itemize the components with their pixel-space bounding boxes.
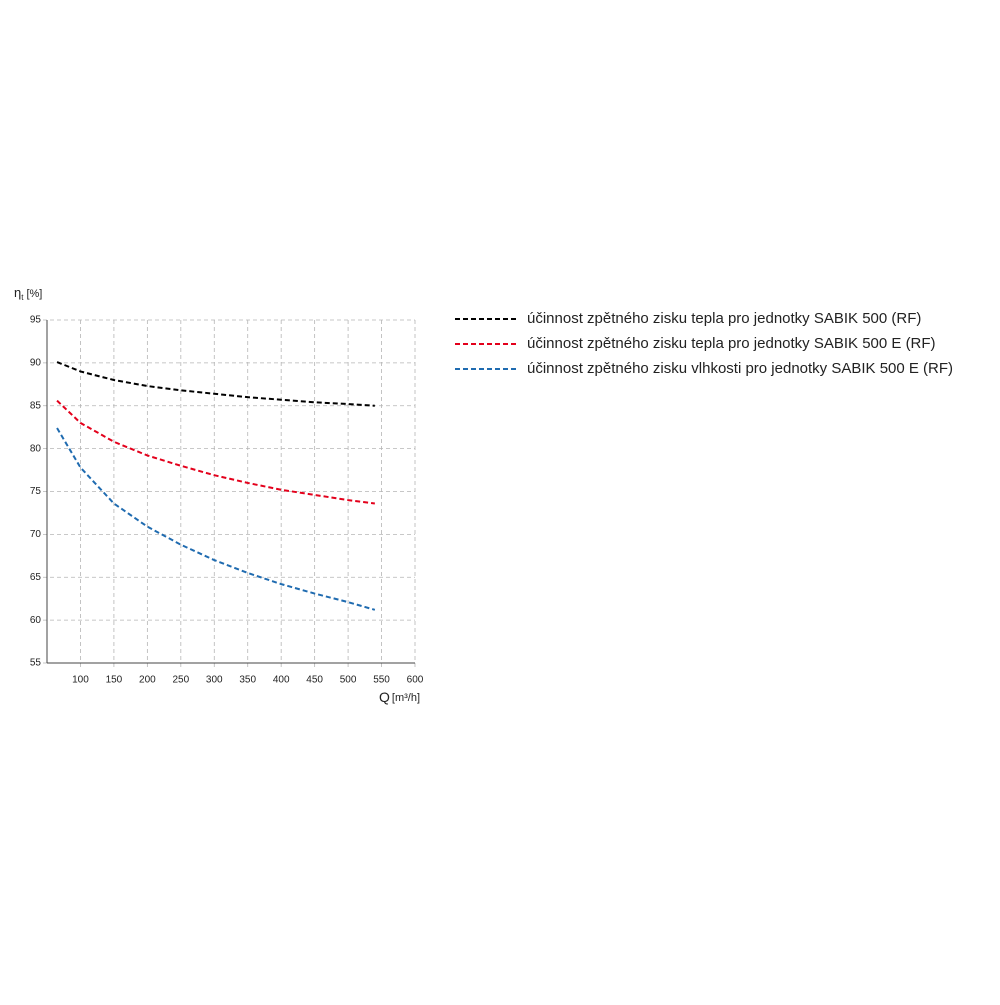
y-tick-label: 70 [30, 529, 42, 540]
x-tick-label: 300 [206, 675, 223, 686]
legend-label: účinnost zpětného zisku tepla pro jednot… [527, 310, 921, 327]
legend-label: účinnost zpětného zisku tepla pro jednot… [527, 335, 936, 352]
y-tick-label: 75 [30, 486, 42, 497]
data-line [56, 399, 375, 505]
x-label-unit: [m³/h] [392, 692, 420, 704]
x-tick-label: 400 [273, 675, 290, 686]
y-label-subscript: t [21, 293, 24, 302]
x-tick-label: 250 [172, 675, 189, 686]
legend-label: účinnost zpětného zisku vlhkosti pro jed… [527, 360, 953, 377]
y-tick-label: 95 [30, 315, 42, 326]
x-tick-label: 150 [106, 675, 123, 686]
x-tick-label: 350 [239, 675, 256, 686]
x-tick-label: 500 [340, 675, 357, 686]
x-axis-label: Q [m³/h] [379, 689, 420, 705]
y-tick-label: 80 [30, 443, 42, 454]
data-line [56, 427, 376, 611]
x-tick-label: 100 [72, 675, 89, 686]
y-tick-label: 90 [30, 358, 42, 369]
y-label-symbol: η [14, 285, 21, 300]
data-line [56, 361, 375, 407]
y-tick-label: 85 [30, 400, 42, 411]
x-tick-label: 200 [139, 675, 156, 686]
x-tick-label: 550 [373, 675, 390, 686]
x-tick-label: 600 [407, 675, 424, 686]
y-axis-label: ηt [%] [14, 285, 42, 302]
y-tick-label: 65 [30, 572, 42, 583]
y-label-unit: [%] [26, 288, 42, 300]
y-tick-label: 60 [30, 615, 42, 626]
x-label-symbol: Q [379, 689, 390, 705]
x-tick-label: 450 [306, 675, 323, 686]
y-tick-label: 55 [30, 658, 42, 669]
